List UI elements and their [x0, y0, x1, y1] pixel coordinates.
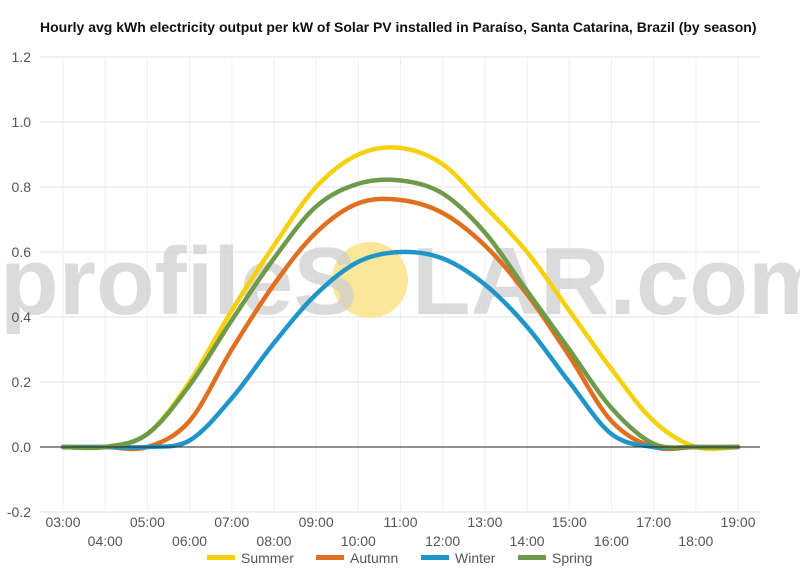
legend-item-summer: Summer: [207, 550, 294, 566]
x-tick-label: 04:00: [88, 533, 123, 549]
x-tick-label: 08:00: [256, 533, 291, 549]
x-tick-label: 16:00: [594, 533, 629, 549]
x-tick-label: 13:00: [467, 514, 502, 530]
x-tick-label: 18:00: [678, 533, 713, 549]
series-line-spring: [60, 177, 741, 451]
y-tick-label: 0.8: [12, 179, 32, 195]
x-tick-label: 06:00: [172, 533, 207, 549]
series-line-winter: [60, 249, 741, 451]
x-tick-label: 05:00: [130, 514, 165, 530]
series-line-autumn: [60, 196, 741, 452]
x-tick-label: 03:00: [45, 514, 80, 530]
legend-label: Summer: [241, 550, 294, 566]
y-tick-label: 1.2: [12, 49, 32, 65]
legend-label: Autumn: [350, 550, 398, 566]
watermark-text-right: LAR.com: [412, 228, 800, 335]
x-tick-label: 17:00: [636, 514, 671, 530]
x-tick-label: 14:00: [510, 533, 545, 549]
x-tick-label: 12:00: [425, 533, 460, 549]
y-tick-label: 0.6: [12, 244, 32, 260]
y-tick-label: 0.4: [12, 309, 32, 325]
watermark-sun-icon: [332, 242, 408, 318]
x-tick-label: 07:00: [214, 514, 249, 530]
x-tick-label: 09:00: [299, 514, 334, 530]
legend: Summer Autumn Winter Spring: [207, 550, 592, 566]
chart-title: Hourly avg kWh electricity output per kW…: [40, 19, 757, 35]
x-tick-label: 19:00: [720, 514, 755, 530]
legend-swatch: [316, 555, 344, 560]
legend-item-spring: Spring: [518, 550, 592, 566]
legend-item-winter: Winter: [421, 550, 496, 566]
axis-layer: -0.2 0.0 0.2 0.4 0.6 0.8 1.0 1.2 03:00 04:00 05:00…: [7, 49, 760, 549]
y-tick-label: 1.0: [12, 114, 32, 130]
legend-swatch: [518, 555, 546, 560]
legend-swatch: [421, 555, 449, 560]
x-tick-label: 11:00: [384, 514, 418, 530]
y-tick-label: -0.2: [7, 504, 31, 520]
legend-label: Winter: [455, 550, 496, 566]
legend-swatch: [207, 555, 235, 560]
series-layer: [60, 145, 741, 452]
y-tick-label: 0.0: [12, 439, 32, 455]
legend-item-autumn: Autumn: [316, 550, 398, 566]
y-tick-label: 0.2: [12, 374, 32, 390]
x-tick-label: 15:00: [552, 514, 587, 530]
legend-label: Spring: [552, 550, 592, 566]
x-tick-label: 10:00: [341, 533, 376, 549]
